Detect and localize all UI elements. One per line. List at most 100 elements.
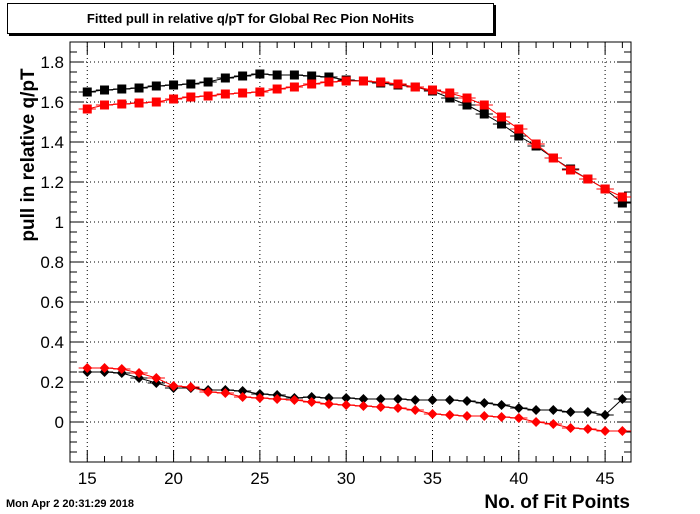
black-diamond-point (444, 395, 455, 405)
black-square-point (100, 85, 110, 95)
black-diamond-point (513, 403, 524, 413)
black-square-point (289, 70, 299, 80)
y-tick-label: 1 (55, 213, 64, 232)
red-square-point (82, 104, 92, 114)
red-diamond-point (548, 419, 559, 429)
red-diamond-point (323, 399, 334, 409)
red-diamond-point (392, 403, 403, 413)
black-square-point (203, 77, 213, 87)
chart-title: Fitted pull in relative q/pT for Global … (86, 11, 415, 26)
black-square-point (82, 87, 92, 97)
red-diamond-point (82, 363, 93, 373)
black-square-point (186, 79, 196, 89)
red-square-point (169, 94, 179, 104)
red-diamond-point (306, 397, 317, 407)
red-diamond-point (272, 394, 283, 404)
red-diamond-point (582, 424, 593, 434)
red-diamond-point (99, 363, 110, 373)
red-square-point (514, 124, 524, 134)
black-square-point (514, 131, 524, 141)
y-tick-label: 1.6 (40, 93, 64, 112)
black-square-point (169, 80, 179, 90)
black-square-point (255, 69, 265, 79)
red-diamond-point (203, 387, 214, 397)
x-tick-label: 20 (164, 469, 183, 488)
red-diamond-point (358, 401, 369, 411)
red-square-point (566, 165, 576, 175)
black-square-point (497, 119, 507, 129)
red-diamond-point (410, 405, 421, 415)
x-tick-label: 35 (423, 469, 442, 488)
red-square-point (376, 77, 386, 87)
red-square-point (600, 184, 610, 194)
red-square-point (531, 139, 541, 149)
black-diamond-point (496, 400, 507, 410)
red-square-point (203, 91, 213, 101)
black-diamond-point (358, 394, 369, 404)
black-square-point (479, 109, 489, 119)
red-diamond-point (617, 426, 628, 436)
red-diamond-point (151, 373, 162, 383)
black-diamond-point (600, 410, 611, 420)
red-square-point (410, 82, 420, 92)
y-tick-label: 0 (55, 413, 64, 432)
red-diamond-point (375, 402, 386, 412)
x-tick-label: 45 (596, 469, 615, 488)
black-square-point (617, 198, 627, 208)
red-diamond-point (427, 409, 438, 419)
red-diamond-point (254, 393, 265, 403)
black-diamond-point (565, 407, 576, 417)
chart-title-box: Fitted pull in relative q/pT for Global … (7, 3, 494, 34)
red-square-point (307, 79, 317, 89)
black-diamond-point (479, 398, 490, 408)
y-axis-label: pull in relative q/pT (18, 68, 39, 242)
red-square-point (462, 93, 472, 103)
red-square-series-line (87, 80, 623, 198)
black-diamond-point (375, 394, 386, 404)
black-square-point (272, 70, 282, 80)
red-square-point (358, 76, 368, 86)
red-diamond-point (134, 368, 145, 378)
x-tick-label: 30 (337, 469, 356, 488)
black-diamond-point (462, 396, 473, 406)
red-square-point (427, 85, 437, 95)
red-diamond-point (565, 423, 576, 433)
black-diamond-point (617, 394, 628, 404)
red-square-point (445, 88, 455, 98)
red-diamond-point (341, 400, 352, 410)
red-diamond-point (116, 364, 127, 374)
red-diamond-point (513, 413, 524, 423)
red-diamond-point (531, 417, 542, 427)
red-square-point (272, 84, 282, 94)
red-diamond-point (289, 395, 300, 405)
black-square-point (307, 71, 317, 81)
black-diamond-point (427, 395, 438, 405)
red-diamond-point (168, 381, 179, 391)
red-square-point (548, 153, 558, 163)
red-diamond-point (496, 412, 507, 422)
black-square-point (151, 81, 161, 91)
black-diamond-point (410, 395, 421, 405)
black-square-series-line (87, 73, 623, 204)
black-square-point (134, 83, 144, 93)
red-diamond-point (444, 410, 455, 420)
black-square-point (324, 72, 334, 82)
black-diamond-series-line (87, 371, 623, 416)
black-diamond-point (323, 393, 334, 403)
red-square-point (497, 112, 507, 122)
red-square-point (393, 79, 403, 89)
y-tick-label: 0.6 (40, 293, 64, 312)
black-square-point (445, 93, 455, 103)
red-square-point (220, 89, 230, 99)
red-diamond-point (220, 388, 231, 398)
red-square-point (186, 92, 196, 102)
red-square-point (117, 99, 127, 109)
black-diamond-point (237, 386, 248, 396)
red-square-point (255, 87, 265, 97)
timestamp: Mon Apr 2 20:31:29 2018 (6, 498, 134, 510)
black-diamond-point (548, 405, 559, 415)
red-diamond-point (600, 426, 611, 436)
x-tick-label: 40 (509, 469, 528, 488)
red-square-point (341, 76, 351, 86)
x-tick-label: 15 (78, 469, 97, 488)
